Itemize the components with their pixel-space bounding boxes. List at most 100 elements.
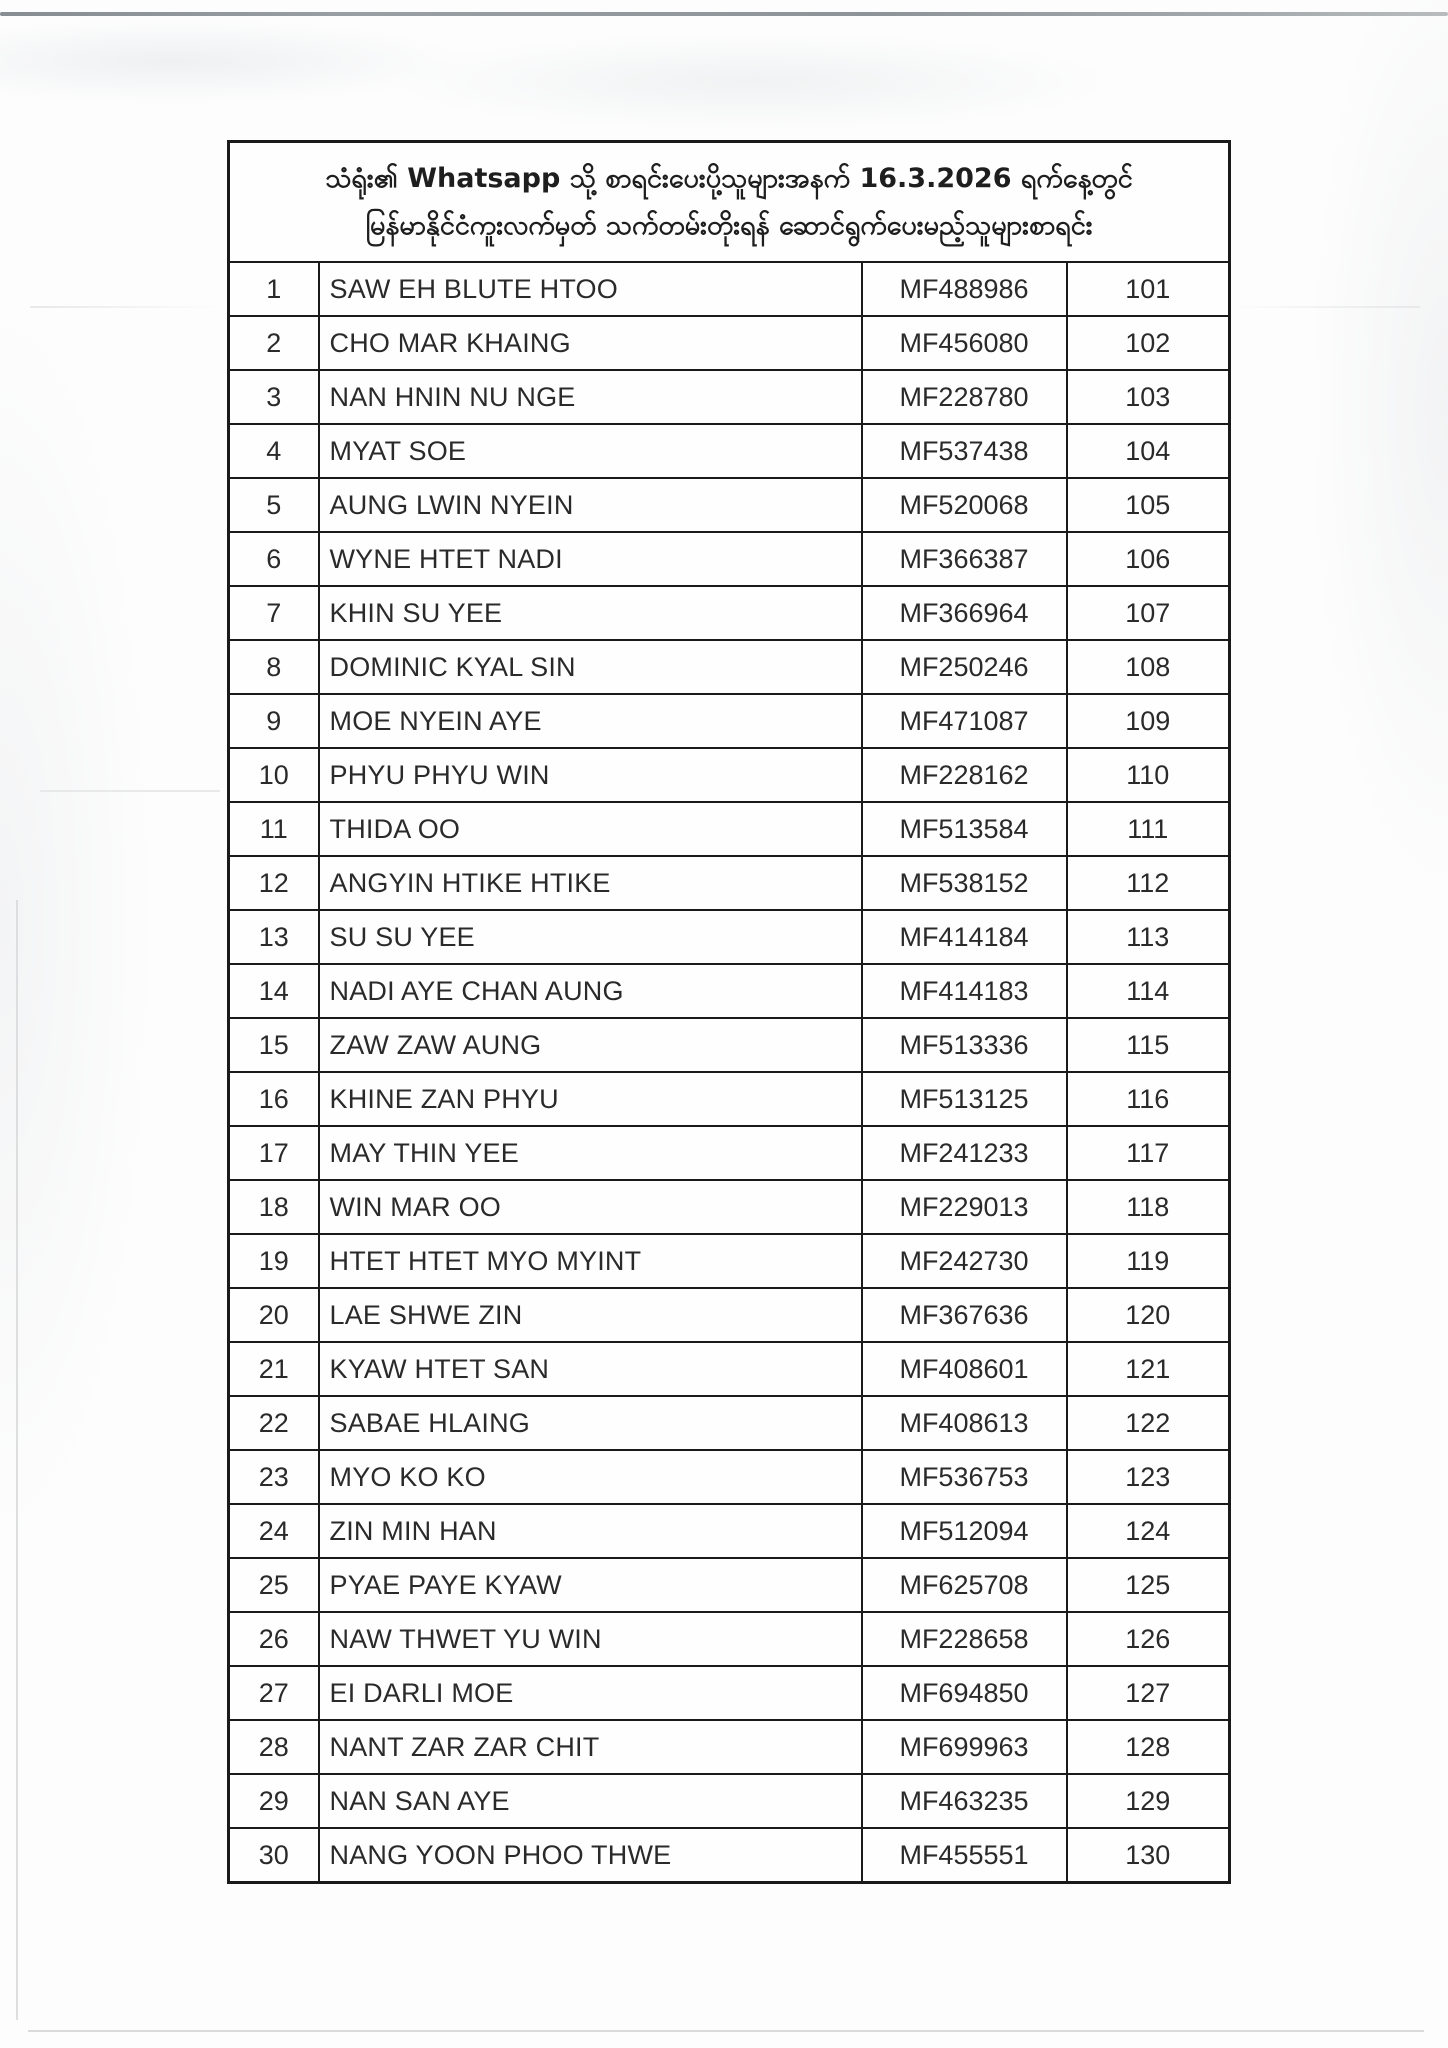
queue-number-cell: 115 <box>1065 1017 1231 1073</box>
table-row: 11 THIDA OO MF513584 111 <box>227 801 1231 857</box>
table-row: 4 MYAT SOE MF537438 104 <box>227 423 1231 479</box>
row-number-cell: 24 <box>227 1503 320 1559</box>
passport-number-cell: MF694850 <box>860 1665 1068 1721</box>
person-name-cell: LAE SHWE ZIN <box>317 1287 863 1343</box>
row-number-cell: 25 <box>227 1557 320 1613</box>
table-title-line-1: သံရုံး၏ Whatsapp သို့ စာရင်းပေးပို့သူမျာ… <box>325 162 1133 194</box>
scan-artifact-bottom-edge <box>28 2030 1424 2032</box>
passport-number-cell: MF408613 <box>860 1395 1068 1451</box>
queue-number-cell: 125 <box>1065 1557 1231 1613</box>
row-number-cell: 22 <box>227 1395 320 1451</box>
row-number-cell: 9 <box>227 693 320 749</box>
table-row: 18 WIN MAR OO MF229013 118 <box>227 1179 1231 1235</box>
person-name-cell: SU SU YEE <box>317 909 863 965</box>
queue-number-cell: 103 <box>1065 369 1231 425</box>
person-name-cell: NAN SAN AYE <box>317 1773 863 1829</box>
row-number-cell: 1 <box>227 261 320 317</box>
person-name-cell: DOMINIC KYAL SIN <box>317 639 863 695</box>
row-number-cell: 7 <box>227 585 320 641</box>
passport-number-cell: MF456080 <box>860 315 1068 371</box>
row-number-cell: 19 <box>227 1233 320 1289</box>
person-name-cell: KYAW HTET SAN <box>317 1341 863 1397</box>
passport-number-cell: MF625708 <box>860 1557 1068 1613</box>
person-name-cell: NANT ZAR ZAR CHIT <box>317 1719 863 1775</box>
passport-number-cell: MF366964 <box>860 585 1068 641</box>
table-row: 8 DOMINIC KYAL SIN MF250246 108 <box>227 639 1231 695</box>
table-row: 15 ZAW ZAW AUNG MF513336 115 <box>227 1017 1231 1073</box>
table-row: 23 MYO KO KO MF536753 123 <box>227 1449 1231 1505</box>
person-name-cell: PHYU PHYU WIN <box>317 747 863 803</box>
table-row: 22 SABAE HLAING MF408613 122 <box>227 1395 1231 1451</box>
scan-artifact-streak <box>40 790 220 792</box>
table-row: 19 HTET HTET MYO MYINT MF242730 119 <box>227 1233 1231 1289</box>
person-name-cell: NAN HNIN NU NGE <box>317 369 863 425</box>
person-name-cell: THIDA OO <box>317 801 863 857</box>
person-name-cell: WYNE HTET NADI <box>317 531 863 587</box>
row-number-cell: 26 <box>227 1611 320 1667</box>
table-row: 10 PHYU PHYU WIN MF228162 110 <box>227 747 1231 803</box>
passport-number-cell: MF537438 <box>860 423 1068 479</box>
queue-number-cell: 104 <box>1065 423 1231 479</box>
row-number-cell: 17 <box>227 1125 320 1181</box>
row-number-cell: 6 <box>227 531 320 587</box>
person-name-cell: CHO MAR KHAING <box>317 315 863 371</box>
scan-artifact-left-edge <box>16 900 18 2020</box>
passport-number-cell: MF538152 <box>860 855 1068 911</box>
table-row: 14 NADI AYE CHAN AUNG MF414183 114 <box>227 963 1231 1019</box>
queue-number-cell: 128 <box>1065 1719 1231 1775</box>
row-number-cell: 27 <box>227 1665 320 1721</box>
person-name-cell: HTET HTET MYO MYINT <box>317 1233 863 1289</box>
row-number-cell: 28 <box>227 1719 320 1775</box>
table-row: 3 NAN HNIN NU NGE MF228780 103 <box>227 369 1231 425</box>
queue-number-cell: 127 <box>1065 1665 1231 1721</box>
passport-number-cell: MF228162 <box>860 747 1068 803</box>
queue-number-cell: 124 <box>1065 1503 1231 1559</box>
row-number-cell: 15 <box>227 1017 320 1073</box>
queue-number-cell: 111 <box>1065 801 1231 857</box>
passport-number-cell: MF520068 <box>860 477 1068 533</box>
queue-number-cell: 118 <box>1065 1179 1231 1235</box>
table-row: 24 ZIN MIN HAN MF512094 124 <box>227 1503 1231 1559</box>
passport-number-cell: MF455551 <box>860 1827 1068 1884</box>
table-row: 9 MOE NYEIN AYE MF471087 109 <box>227 693 1231 749</box>
passport-number-cell: MF367636 <box>860 1287 1068 1343</box>
table-row: 29 NAN SAN AYE MF463235 129 <box>227 1773 1231 1829</box>
row-number-cell: 21 <box>227 1341 320 1397</box>
table-row: 6 WYNE HTET NADI MF366387 106 <box>227 531 1231 587</box>
passport-number-cell: MF408601 <box>860 1341 1068 1397</box>
passport-number-cell: MF414183 <box>860 963 1068 1019</box>
queue-number-cell: 110 <box>1065 747 1231 803</box>
passport-number-cell: MF513336 <box>860 1017 1068 1073</box>
table-row: 25 PYAE PAYE KYAW MF625708 125 <box>227 1557 1231 1613</box>
person-name-cell: ZAW ZAW AUNG <box>317 1017 863 1073</box>
row-number-cell: 12 <box>227 855 320 911</box>
person-name-cell: MYO KO KO <box>317 1449 863 1505</box>
queue-number-cell: 119 <box>1065 1233 1231 1289</box>
row-number-cell: 5 <box>227 477 320 533</box>
passport-number-cell: MF488986 <box>860 261 1068 317</box>
table-body: 1 SAW EH BLUTE HTOO MF488986 101 2 CHO M… <box>227 261 1231 1884</box>
row-number-cell: 4 <box>227 423 320 479</box>
passport-number-cell: MF513125 <box>860 1071 1068 1127</box>
passport-number-cell: MF536753 <box>860 1449 1068 1505</box>
row-number-cell: 10 <box>227 747 320 803</box>
queue-number-cell: 112 <box>1065 855 1231 911</box>
person-name-cell: SABAE HLAING <box>317 1395 863 1451</box>
queue-number-cell: 102 <box>1065 315 1231 371</box>
passport-number-cell: MF241233 <box>860 1125 1068 1181</box>
person-name-cell: NANG YOON PHOO THWE <box>317 1827 863 1884</box>
queue-number-cell: 122 <box>1065 1395 1231 1451</box>
table-row: 20 LAE SHWE ZIN MF367636 120 <box>227 1287 1231 1343</box>
passport-number-cell: MF229013 <box>860 1179 1068 1235</box>
row-number-cell: 11 <box>227 801 320 857</box>
table-row: 28 NANT ZAR ZAR CHIT MF699963 128 <box>227 1719 1231 1775</box>
person-name-cell: KHIN SU YEE <box>317 585 863 641</box>
row-number-cell: 3 <box>227 369 320 425</box>
passport-number-cell: MF366387 <box>860 531 1068 587</box>
person-name-cell: ZIN MIN HAN <box>317 1503 863 1559</box>
queue-number-cell: 123 <box>1065 1449 1231 1505</box>
row-number-cell: 16 <box>227 1071 320 1127</box>
queue-number-cell: 129 <box>1065 1773 1231 1829</box>
queue-number-cell: 130 <box>1065 1827 1231 1884</box>
